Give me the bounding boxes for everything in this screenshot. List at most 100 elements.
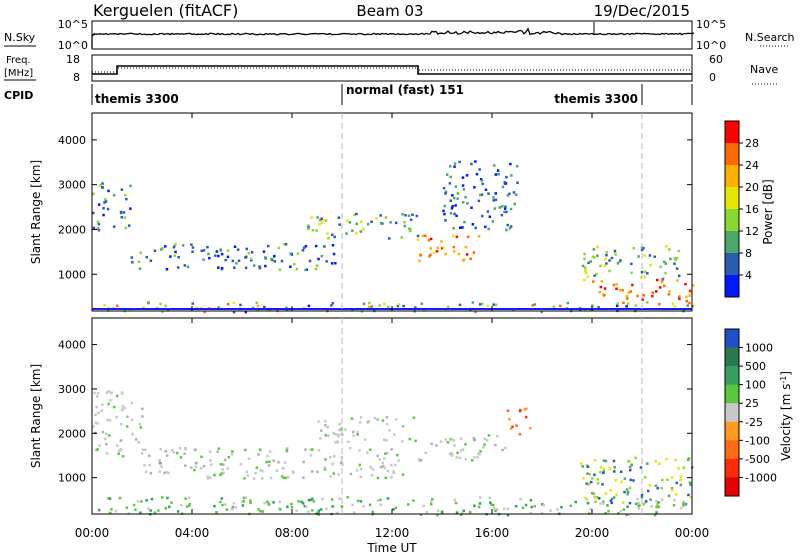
- range-gate-cell: [286, 447, 289, 450]
- range-gate-cell: [93, 391, 96, 395]
- range-gate-cell: [337, 435, 340, 438]
- range-gate-cell: [602, 293, 605, 296]
- colorbar-swatch: [725, 143, 739, 166]
- range-gate-cell: [661, 279, 664, 282]
- range-gate-cell: [359, 500, 363, 503]
- range-gate-cell: [185, 505, 189, 508]
- range-gate-cell: [670, 476, 674, 479]
- range-gate-cell: [674, 458, 677, 462]
- range-gate-cell: [503, 210, 506, 214]
- range-gate-cell: [191, 250, 194, 253]
- range-gate-cell: [383, 302, 386, 306]
- range-gate-cell: [444, 438, 448, 441]
- range-gate-cell: [129, 184, 132, 188]
- range-gate-cell: [188, 503, 192, 506]
- range-gate-cell: [356, 433, 359, 436]
- range-gate-cell: [115, 304, 119, 308]
- range-gate-cell: [112, 405, 116, 409]
- range-gate-cell: [484, 188, 488, 191]
- range-gate-cell: [688, 481, 692, 484]
- range-gate-cell: [105, 452, 109, 455]
- range-gate-cell: [190, 466, 193, 469]
- range-gate-cell: [191, 302, 194, 305]
- x-tick-label: 20:00: [575, 526, 610, 540]
- range-gate-cell: [459, 449, 463, 452]
- range-gate-cell: [263, 502, 266, 505]
- range-gate-cell: [191, 246, 195, 249]
- range-gate-cell: [319, 437, 322, 440]
- range-gate-cell: [615, 283, 618, 286]
- range-gate-cell: [121, 455, 125, 458]
- range-gate-cell: [217, 254, 220, 258]
- range-gate-cell: [602, 467, 606, 470]
- range-gate-cell: [627, 291, 630, 294]
- colorbar-frame: [724, 328, 740, 497]
- range-gate-cell: [284, 461, 287, 464]
- range-gate-cell: [610, 501, 613, 505]
- range-gate-cell: [596, 254, 599, 257]
- range-gate-cell: [461, 176, 465, 179]
- range-gate-cell: [628, 465, 632, 469]
- range-gate-cell: [375, 217, 378, 220]
- range-gate-cell: [594, 500, 597, 503]
- range-gate-cell: [121, 404, 125, 408]
- range-gate-cell: [542, 504, 545, 507]
- range-gate-cell: [425, 510, 429, 514]
- range-gate-cell: [474, 226, 477, 230]
- range-gate-cell: [479, 496, 482, 499]
- range-gate-cell: [504, 446, 507, 450]
- range-gate-cell: [332, 472, 336, 475]
- range-gate-cell: [394, 221, 398, 225]
- range-gate-cell: [297, 500, 300, 503]
- range-gate-cell: [124, 193, 127, 197]
- range-gate-cell: [324, 424, 327, 427]
- range-gate-cell: [491, 220, 494, 223]
- range-gate-cell: [430, 503, 433, 506]
- range-gate-cell: [509, 162, 512, 166]
- range-gate-cell: [141, 448, 145, 451]
- range-gate-cell: [464, 458, 468, 461]
- range-gate-cell: [450, 454, 453, 457]
- range-gate-cell: [515, 165, 519, 168]
- range-gate-cell: [147, 507, 150, 510]
- range-gate-cell: [673, 262, 676, 265]
- range-gate-cell: [449, 175, 452, 179]
- freq-left-tick-top: 18: [66, 53, 80, 66]
- range-gate-cell: [232, 502, 236, 505]
- range-gate-cell: [244, 310, 247, 314]
- range-gate-cell: [368, 301, 371, 305]
- range-gate-cell: [488, 496, 491, 500]
- power-colorbar: 28 24 20 16 12 8 4: [724, 120, 759, 298]
- range-gate-cell: [337, 433, 340, 436]
- range-gate-cell: [416, 234, 420, 238]
- range-gate-cell: [282, 476, 286, 480]
- range-gate-cell: [658, 286, 662, 289]
- range-gate-cell: [453, 162, 457, 165]
- range-gate-cell: [470, 162, 473, 166]
- range-gate-cell: [367, 420, 371, 423]
- range-gate-cell: [462, 201, 465, 204]
- range-gate-cell: [117, 452, 120, 455]
- range-gate-cell: [487, 434, 491, 437]
- range-gate-cell: [95, 406, 98, 409]
- range-gate-cell: [519, 408, 522, 412]
- range-gate-cell: [106, 309, 110, 312]
- range-gate-cell: [173, 254, 176, 257]
- range-gate-cell: [473, 456, 476, 459]
- range-gate-cell: [408, 437, 412, 441]
- range-gate-cell: [679, 506, 683, 510]
- range-gate-cell: [446, 441, 450, 444]
- range-gate-cell: [436, 246, 439, 250]
- range-gate-cell: [525, 407, 528, 411]
- range-gate-cell: [97, 203, 101, 206]
- range-gate-cell: [401, 473, 405, 476]
- range-gate-cell: [540, 512, 544, 515]
- range-gate-cell: [402, 304, 405, 308]
- range-gate-cell: [477, 199, 481, 203]
- range-gate-cell: [588, 481, 591, 485]
- range-gate-cell: [660, 281, 664, 284]
- range-gate-cell: [625, 294, 629, 298]
- range-gate-cell: [589, 260, 592, 263]
- noise-left-label: N.Sky: [4, 31, 36, 44]
- range-gate-cell: [383, 466, 387, 470]
